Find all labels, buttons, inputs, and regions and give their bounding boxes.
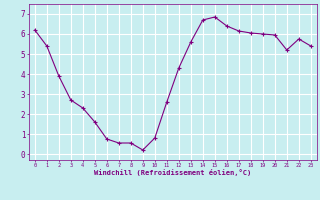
X-axis label: Windchill (Refroidissement éolien,°C): Windchill (Refroidissement éolien,°C) <box>94 169 252 176</box>
